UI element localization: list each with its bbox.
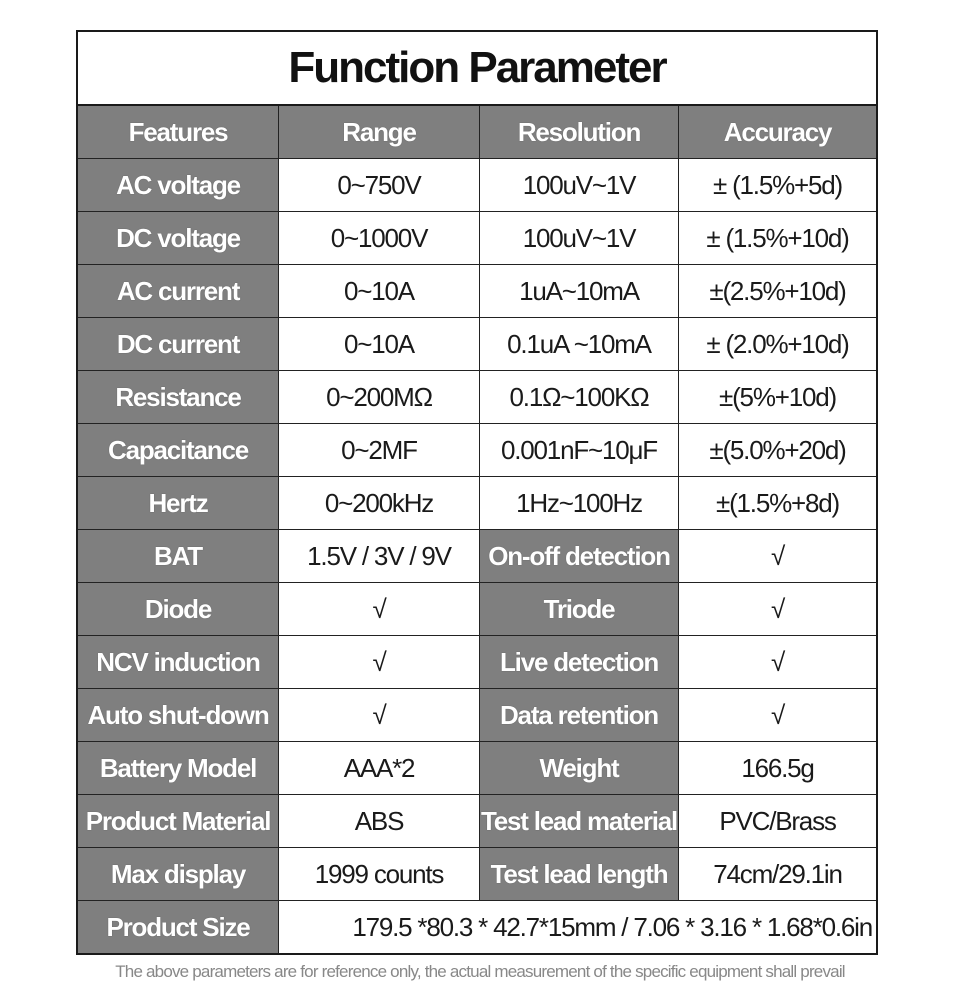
value-cell: 166.5g <box>741 752 815 783</box>
label-cell: AC current <box>78 265 279 317</box>
value-cell: ±(5.0%+20d) <box>709 434 846 465</box>
table-row: Capacitance 0~2MF 0.001nF~10μF ±(5.0%+20d) <box>78 424 876 477</box>
table-row: Auto shut-down √ Data retention √ <box>78 689 876 742</box>
value-cell: 0.1uA ~10mA <box>480 318 679 370</box>
label-cell: Hertz <box>78 477 279 529</box>
table-row: DC current 0~10A 0.1uA ~10mA ± (2.0%+10d) <box>78 318 876 371</box>
value-cell: ±(1.5%+8d) <box>716 487 840 518</box>
value-cell: 0~750V <box>279 159 480 211</box>
label-cell: Accuracy <box>679 106 876 158</box>
value-cell: PVC/Brass <box>719 805 837 836</box>
label-cell: DC current <box>78 318 279 370</box>
value-cell: √ <box>279 689 480 741</box>
table-row: DC voltage 0~1000V 100uV~1V ± (1.5%+10d) <box>78 212 876 265</box>
table-row: Max display 1999 counts Test lead length 74… <box>78 848 876 901</box>
table-row: Hertz 0~200kHz 1Hz~100Hz ±(1.5%+8d) <box>78 477 876 530</box>
value-cell: 0.1Ω~100KΩ <box>480 371 679 423</box>
table-row: BAT 1.5V / 3V / 9V On-off detection √ <box>78 530 876 583</box>
footnote: The above parameters are for reference o… <box>115 962 845 981</box>
label-cell: Data retention <box>480 689 679 741</box>
value-cell: 0~200MΩ <box>279 371 480 423</box>
value-cell: √ <box>279 583 480 635</box>
label-cell: Max display <box>78 848 279 900</box>
value-cell: 0~10A <box>279 265 480 317</box>
label-cell: Resolution <box>480 106 679 158</box>
label-cell: On-off detection <box>480 530 679 582</box>
spec-table: Function Parameter Features Range Resoluti… <box>76 30 878 955</box>
value-cell: 0~10A <box>279 318 480 370</box>
value-cell: 179.5 *80.3 * 42.7*15mm / 7.06 * 3.16 * … <box>352 911 873 942</box>
value-cell: ± (1.5%+10d) <box>706 222 849 253</box>
label-cell: Product Size <box>78 901 279 953</box>
label-cell: Test lead length <box>480 848 679 900</box>
value-cell: 1uA~10mA <box>480 265 679 317</box>
table-row: Product Material ABS Test lead material PVC… <box>78 795 876 848</box>
label-cell: Resistance <box>78 371 279 423</box>
table-row: Product Size 179.5 *80.3 * 42.7*15mm / 7.… <box>78 901 876 953</box>
label-cell: NCV induction <box>78 636 279 688</box>
value-cell: ±(5%+10d) <box>719 381 837 412</box>
value-cell: √ <box>770 593 785 624</box>
label-cell: BAT <box>78 530 279 582</box>
value-cell: √ <box>279 636 480 688</box>
label-cell: Live detection <box>480 636 679 688</box>
value-cell: 0.001nF~10μF <box>480 424 679 476</box>
table-row: AC voltage 0~750V 100uV~1V ± (1.5%+5d) <box>78 159 876 212</box>
value-cell: ±(2.5%+10d) <box>709 275 846 306</box>
label-cell: Capacitance <box>78 424 279 476</box>
table-row: NCV induction √ Live detection √ <box>78 636 876 689</box>
value-cell: 0~2MF <box>279 424 480 476</box>
value-cell: √ <box>770 699 785 730</box>
label-cell: AC voltage <box>78 159 279 211</box>
table-row: Diode √ Triode √ <box>78 583 876 636</box>
label-cell: Triode <box>480 583 679 635</box>
label-cell: Features <box>78 106 279 158</box>
label-cell: Test lead material <box>480 795 679 847</box>
table-title: Function Parameter <box>78 32 876 106</box>
table-header-row: Features Range Resolution Accuracy <box>78 106 876 159</box>
value-cell: √ <box>770 646 785 677</box>
value-cell: AAA*2 <box>279 742 480 794</box>
value-cell: 0~1000V <box>279 212 480 264</box>
label-cell: DC voltage <box>78 212 279 264</box>
table-row: Resistance 0~200MΩ 0.1Ω~100KΩ ±(5%+10d) <box>78 371 876 424</box>
label-cell: Range <box>279 106 480 158</box>
value-cell: 1999 counts <box>279 848 480 900</box>
value-cell: 0~200kHz <box>279 477 480 529</box>
value-cell: ± (1.5%+5d) <box>713 169 843 200</box>
label-cell: Auto shut-down <box>78 689 279 741</box>
value-cell: 100uV~1V <box>480 159 679 211</box>
value-cell: 100uV~1V <box>480 212 679 264</box>
value-cell: ABS <box>279 795 480 847</box>
table-row: Battery Model AAA*2 Weight 166.5g <box>78 742 876 795</box>
label-cell: Product Material <box>78 795 279 847</box>
value-cell: 74cm/29.1in <box>713 858 843 889</box>
value-cell: √ <box>770 540 785 571</box>
table-body: Features Range Resolution Accuracy AC voltag… <box>78 106 876 953</box>
value-cell: 1.5V / 3V / 9V <box>279 530 480 582</box>
label-cell: Diode <box>78 583 279 635</box>
label-cell: Battery Model <box>78 742 279 794</box>
table-row: AC current 0~10A 1uA~10mA ±(2.5%+10d) <box>78 265 876 318</box>
value-cell: ± (2.0%+10d) <box>706 328 849 359</box>
value-cell: 1Hz~100Hz <box>480 477 679 529</box>
label-cell: Weight <box>480 742 679 794</box>
